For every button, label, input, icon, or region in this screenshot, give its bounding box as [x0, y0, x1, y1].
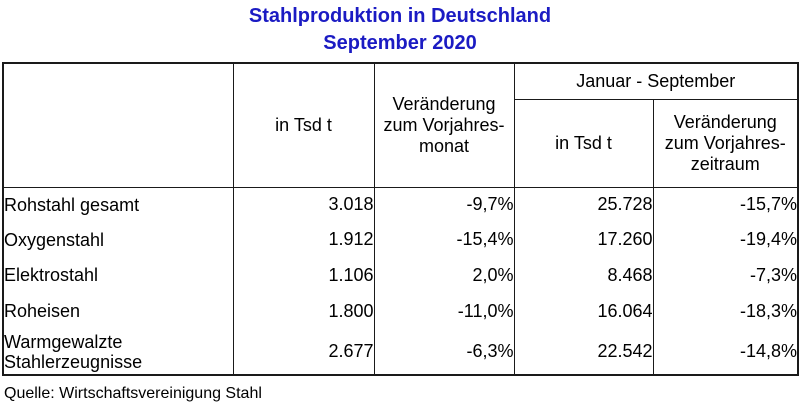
cell-tsd-month: 1.106: [232, 257, 375, 293]
col-header-jan-sep: Januar - September: [513, 62, 799, 100]
cell-change-month: -15,4%: [373, 222, 515, 257]
page-title-block: Stahlproduktion in Deutschland September…: [0, 3, 800, 57]
cell-change-ytd: -14,8%: [652, 329, 799, 375]
cell-change-month: -6,3%: [373, 329, 515, 375]
row-label: Elektrostahl: [2, 257, 234, 293]
page-subtitle: September 2020: [323, 32, 477, 54]
col-header-change-ytd: Veränderung zum Vorjahres- zeitraum: [652, 98, 799, 188]
cell-change-ytd: -18,3%: [652, 293, 799, 329]
col-header-tsd-month: in Tsd t: [232, 62, 375, 188]
cell-change-ytd: -7,3%: [652, 257, 799, 293]
cell-tsd-month: 1.912: [232, 222, 375, 257]
cell-change-month: -11,0%: [373, 293, 515, 329]
cell-tsd-ytd: 22.542: [513, 329, 654, 375]
cell-change-ytd: -15,7%: [652, 187, 799, 222]
header-text-line: zeitraum: [690, 153, 760, 174]
table-row: Elektrostahl 1.106 2,0% 8.468 -7,3%: [2, 257, 799, 293]
table-row: Oxygenstahl 1.912 -15,4% 17.260 -19,4%: [2, 222, 799, 257]
cell-tsd-ytd: 25.728: [513, 187, 654, 222]
table-row: Warmgewalzte Stahlerzeugnisse 2.677 -6,3…: [2, 329, 799, 375]
table-row: Roheisen 1.800 -11,0% 16.064 -18,3%: [2, 293, 799, 329]
row-label: Rohstahl gesamt: [2, 187, 234, 222]
steel-production-table: in Tsd t Veränderung zum Vorjahres- mona…: [2, 62, 799, 376]
header-text-line: Veränderung: [673, 111, 777, 132]
col-header-tsd-ytd: in Tsd t: [513, 98, 654, 188]
header-text-line: monat: [418, 135, 470, 156]
col-header-change-month: Veränderung zum Vorjahres- monat: [373, 62, 515, 188]
header-row-2: in Tsd t Veränderung zum Vorjahres- zeit…: [3, 98, 799, 188]
cell-tsd-month: 3.018: [232, 187, 375, 222]
table-row: Rohstahl gesamt 3.018 -9,7% 25.728 -15,7…: [2, 187, 799, 222]
header-row-1: in Tsd t Veränderung zum Vorjahres- mona…: [2, 62, 799, 188]
cell-tsd-ytd: 8.468: [513, 257, 654, 293]
cell-tsd-month: 1.800: [232, 293, 375, 329]
cell-tsd-ytd: 17.260: [513, 222, 654, 257]
row-label: Roheisen: [2, 293, 234, 329]
header-text-line: Veränderung: [392, 93, 496, 114]
header-text-line: zum Vorjahres-: [664, 132, 786, 153]
cell-tsd-ytd: 16.064: [513, 293, 654, 329]
corner-header-cell: [2, 62, 234, 188]
cell-tsd-month: 2.677: [232, 329, 375, 375]
source-note: Quelle: Wirtschaftsvereinigung Stahl: [4, 385, 262, 402]
header-text-line: zum Vorjahres-: [383, 114, 505, 135]
row-label: Warmgewalzte Stahlerzeugnisse: [2, 329, 234, 375]
cell-change-month: -9,7%: [373, 187, 515, 222]
row-label: Oxygenstahl: [2, 222, 234, 257]
cell-change-month: 2,0%: [373, 257, 515, 293]
cell-change-ytd: -19,4%: [652, 222, 799, 257]
page-title: Stahlproduktion in Deutschland: [248, 5, 552, 27]
